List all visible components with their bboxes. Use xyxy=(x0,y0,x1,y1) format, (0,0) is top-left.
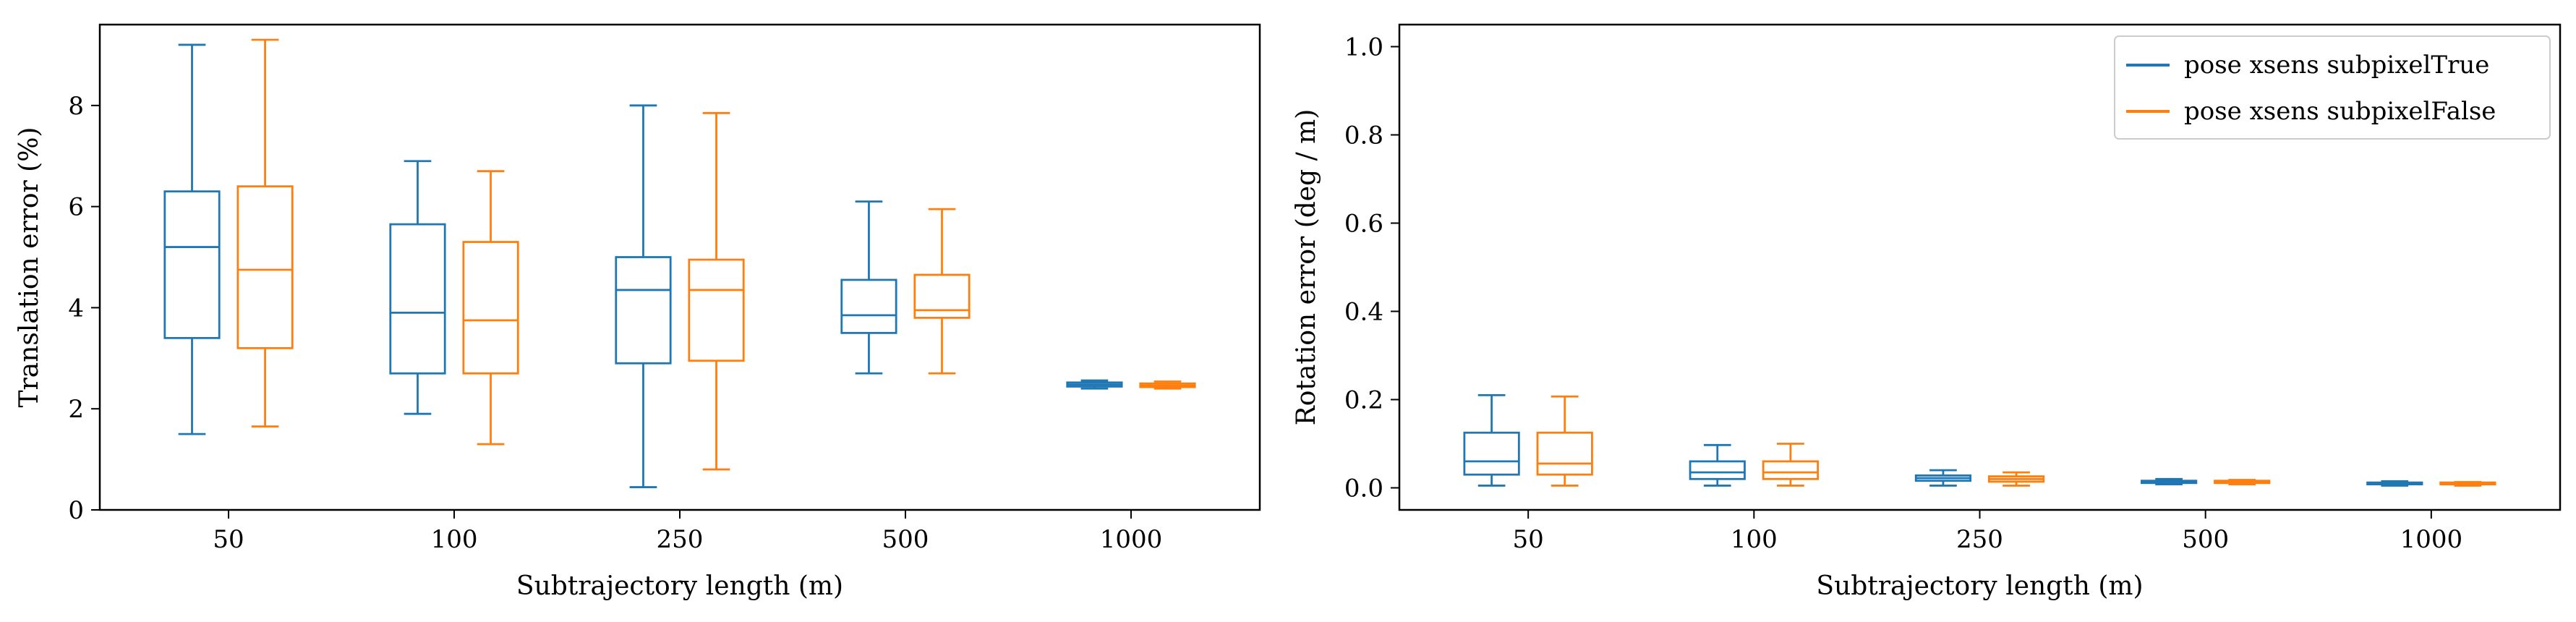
y-tick-label: 0.2 xyxy=(1344,386,1383,415)
y-tick-label: 8 xyxy=(68,92,84,121)
rotation-error-panel: 0.0 0.2 0.4 0.6 0.8 1.0 50 100 250 500 1000 Subtraj… xyxy=(1292,23,2562,601)
legend-frame xyxy=(2114,35,2551,140)
box-iqr xyxy=(1762,460,1820,480)
axes-frame xyxy=(98,23,1261,511)
x-tick-label: 1000 xyxy=(2400,525,2463,554)
box-50-subpixel-false xyxy=(1536,395,1593,487)
box-iqr xyxy=(462,241,519,375)
translation-error-panel: 0 2 4 6 8 50 100 250 500 1000 Subtrajectory length… xyxy=(14,23,1261,601)
box-500-subpixel-false xyxy=(913,208,971,375)
y-tick-label: 0 xyxy=(68,496,84,525)
y-tick-label: 0.0 xyxy=(1344,474,1383,503)
x-tick-label: 50 xyxy=(1513,525,1544,554)
box-100-subpixel-false xyxy=(1762,443,1820,487)
x-tick-label: 500 xyxy=(2182,525,2229,554)
y-tick-label: 0.4 xyxy=(1344,298,1383,327)
box-100-subpixel-true xyxy=(1689,443,1746,487)
box-250-subpixel-false xyxy=(688,111,745,471)
x-axis-title: Subtrajectory length (m) xyxy=(516,571,843,601)
box-1000-subpixel-false xyxy=(2439,481,2496,487)
box-iqr xyxy=(913,273,971,319)
y-tick-label: 0.6 xyxy=(1344,210,1383,239)
box-iqr xyxy=(389,223,446,375)
box-500-subpixel-true xyxy=(840,200,897,375)
box-50-subpixel-false xyxy=(236,38,294,428)
y-tick-label: 0.8 xyxy=(1344,122,1383,150)
box-iqr xyxy=(615,256,672,365)
box-iqr xyxy=(1463,431,1520,476)
y-axis-title: Translation error (%) xyxy=(14,127,44,408)
box-iqr xyxy=(1689,460,1746,480)
box-250-subpixel-true xyxy=(1914,469,1972,487)
box-250-subpixel-false xyxy=(1987,471,2045,487)
y-tick-label: 1.0 xyxy=(1344,33,1383,62)
box-250-subpixel-true xyxy=(615,104,672,488)
x-tick-label: 100 xyxy=(1731,525,1778,554)
box-iqr xyxy=(163,190,221,339)
x-tick-label: 500 xyxy=(882,525,929,554)
box-1000-subpixel-true xyxy=(1066,379,1123,390)
x-tick-label: 250 xyxy=(657,525,704,554)
legend: pose xsens subpixelTrue pose xsens subpix… xyxy=(2114,35,2551,140)
box-50-subpixel-true xyxy=(1463,394,1520,487)
x-tick-label: 250 xyxy=(1956,525,2003,554)
box-50-subpixel-true xyxy=(163,43,221,435)
box-iqr xyxy=(1536,431,1593,476)
x-axis-title: Subtrajectory length (m) xyxy=(1816,571,2143,601)
box-1000-subpixel-true xyxy=(2366,480,2423,487)
box-iqr xyxy=(688,258,745,362)
y-axis-title: Rotation error (deg / m) xyxy=(1292,109,1321,426)
x-tick-label: 1000 xyxy=(1100,525,1163,554)
y-tick-label: 4 xyxy=(68,294,84,323)
x-tick-label: 100 xyxy=(431,525,478,554)
box-1000-subpixel-false xyxy=(1139,380,1196,390)
box-iqr xyxy=(236,185,294,349)
box-iqr xyxy=(840,278,897,334)
x-tick-label: 50 xyxy=(213,525,244,554)
y-tick-label: 6 xyxy=(68,193,84,222)
box-500-subpixel-true xyxy=(2140,477,2198,486)
box-100-subpixel-true xyxy=(389,160,446,415)
y-tick-label: 2 xyxy=(68,395,84,424)
box-100-subpixel-false xyxy=(462,170,519,446)
legend-label-subpixel-false: pose xsens subpixelFalse xyxy=(2184,97,2496,126)
legend-label-subpixel-true: pose xsens subpixelTrue xyxy=(2184,51,2489,80)
box-500-subpixel-false xyxy=(2214,479,2271,486)
